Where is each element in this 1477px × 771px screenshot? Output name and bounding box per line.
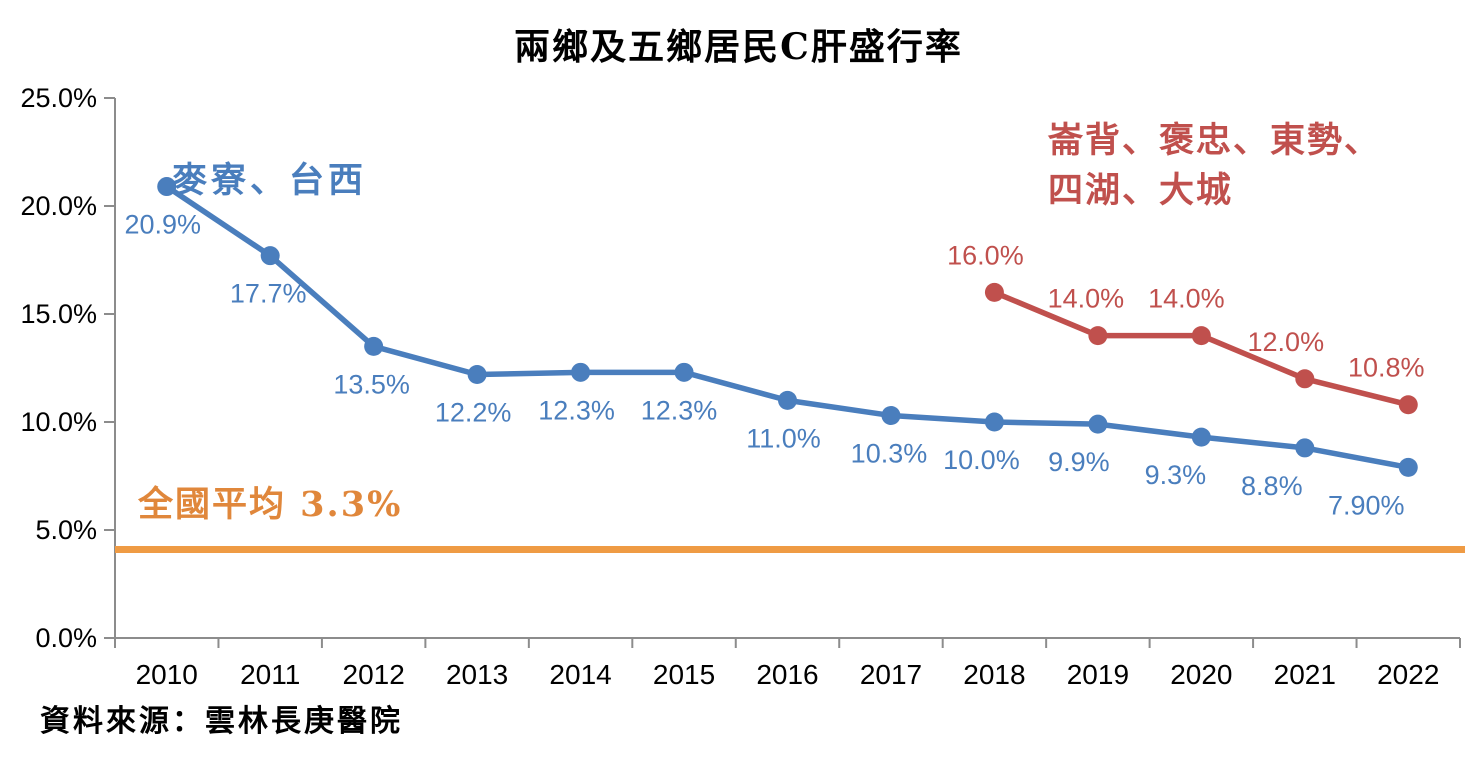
data-point <box>1191 427 1211 447</box>
data-label: 11.0% <box>746 423 821 453</box>
x-tick-label: 2017 <box>860 659 922 690</box>
y-tick-label: 0.0% <box>35 623 97 653</box>
data-point <box>1088 326 1108 346</box>
series-label-five-townships-line2: 四湖、大城 <box>1048 170 1234 211</box>
data-label: 10.8% <box>1348 353 1425 383</box>
data-point <box>157 177 177 197</box>
data-label: 14.0% <box>1148 284 1225 314</box>
data-label: 14.0% <box>1048 284 1125 314</box>
data-point <box>984 282 1004 302</box>
data-point <box>881 406 901 426</box>
y-tick-label: 5.0% <box>35 515 97 545</box>
series-label-mailiao-taixi: 麥寮、台西 <box>172 160 368 201</box>
data-point <box>1191 326 1211 346</box>
x-tick-label: 2019 <box>1067 659 1129 690</box>
x-tick-label: 2021 <box>1274 659 1336 690</box>
data-label: 10.3% <box>851 439 928 469</box>
x-tick-label: 2014 <box>549 659 611 690</box>
y-tick-label: 15.0% <box>20 299 97 329</box>
series-mailiao-taixi: 20.9% 17.7% 13.5% 12.2% 12.3% 12.3% 11.0% 10.3%… <box>124 177 1418 520</box>
data-point <box>571 362 591 382</box>
national-average-label: 全國平均 3.3% <box>138 484 403 525</box>
y-tick-label: 20.0% <box>20 191 97 221</box>
series-five-townships: 16.0% 14.0% 14.0% 12.0% 10.8% <box>947 240 1425 415</box>
y-tick-label: 25.0% <box>20 83 97 113</box>
data-label: 20.9% <box>124 210 201 240</box>
data-label: 8.8% <box>1241 471 1303 501</box>
data-label: 7.90% <box>1328 490 1405 520</box>
data-point <box>778 390 797 410</box>
y-axis: 0.0% 5.0% 10.0% 15.0% 20.0% 25.0% <box>20 83 116 653</box>
data-point <box>1398 395 1418 415</box>
x-tick-label: 2022 <box>1377 659 1439 690</box>
data-point <box>364 336 384 356</box>
data-label: 9.9% <box>1048 447 1110 477</box>
x-tick-label: 2015 <box>653 659 715 690</box>
data-label: 12.0% <box>1248 327 1325 357</box>
series-label-five-townships-line1: 崙背、褒忠、東勢、 <box>1048 120 1382 161</box>
series-label-five-townships: 崙背、褒忠、東勢、 四湖、大城 <box>1048 116 1381 216</box>
data-label: 10.0% <box>943 445 1020 475</box>
data-point <box>984 412 1004 432</box>
data-point <box>674 362 694 382</box>
data-point <box>1295 369 1315 389</box>
data-label: 17.7% <box>230 279 307 309</box>
data-label: 12.2% <box>435 397 512 427</box>
x-tick-label: 2010 <box>136 659 198 690</box>
x-tick-label: 2020 <box>1170 659 1232 690</box>
data-label: 13.5% <box>333 369 410 399</box>
data-label: 12.3% <box>538 395 615 425</box>
x-tick-label: 2012 <box>343 659 405 690</box>
data-point <box>467 364 487 384</box>
source-note: 資料來源：雲林長庚醫院 <box>40 704 403 739</box>
data-label: 16.0% <box>947 240 1024 270</box>
data-point <box>260 246 280 266</box>
chart-title: 兩鄉及五鄉居民C肝盛行率 <box>514 26 963 68</box>
x-axis: 2010 2011 2012 2013 2014 2015 2016 2017 2018 2019… <box>114 637 1461 690</box>
x-tick-label: 2013 <box>446 659 508 690</box>
x-tick-label: 2016 <box>756 659 818 690</box>
data-label: 12.3% <box>641 395 718 425</box>
data-point <box>1088 414 1108 434</box>
data-label: 9.3% <box>1145 460 1207 490</box>
data-point <box>1295 438 1315 458</box>
data-point <box>1398 457 1418 477</box>
x-tick-label: 2011 <box>240 659 300 690</box>
y-tick-label: 10.0% <box>20 407 97 437</box>
x-tick-label: 2018 <box>963 659 1025 690</box>
